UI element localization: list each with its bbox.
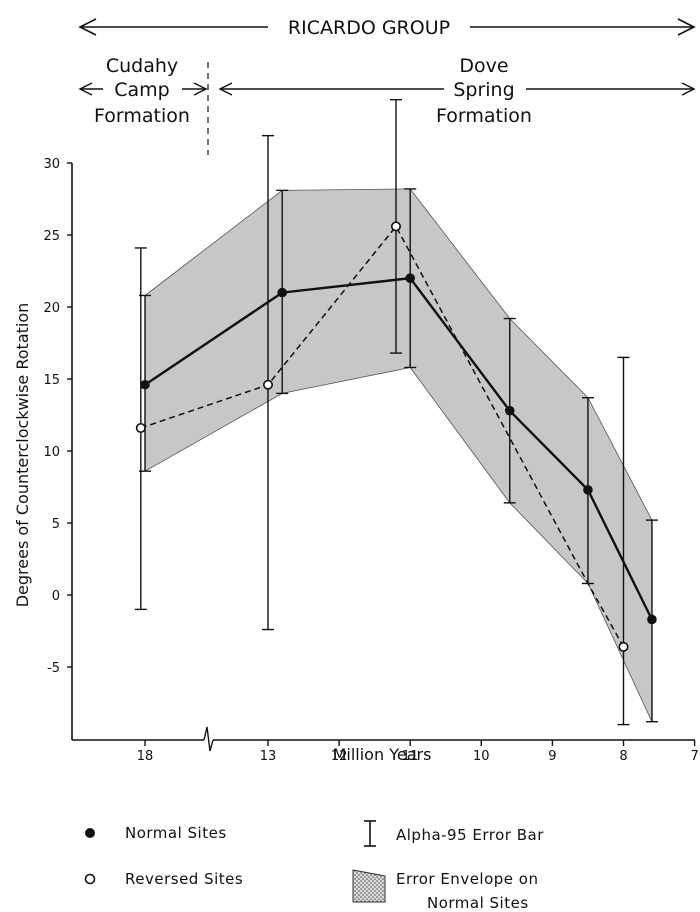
x-tick-label: 10 [473, 749, 490, 764]
legend-reversed-marker [84, 873, 96, 885]
x-axis-label: Million Years [333, 745, 432, 764]
normal-site-point [277, 287, 288, 298]
reversed-site-point [618, 641, 629, 652]
normal-site-point [583, 485, 593, 495]
y-tick-label: 5 [52, 517, 60, 532]
legend-errorbar-label: Alpha-95 Error Bar [396, 826, 544, 844]
ricardo-group-header: RICARDO GROUP [78, 17, 696, 39]
legend-envelope-label-line-2: Normal Sites [427, 894, 529, 912]
y-axis-label: Degrees of Counterclockwise Rotation [13, 303, 32, 608]
legend-envelope-swatch [352, 869, 386, 903]
formation-left: Cudahy Camp Formation [78, 55, 208, 127]
y-tick-label: 10 [43, 445, 60, 460]
x-tick-label: 7 [690, 749, 698, 764]
legend-normal-label: Normal Sites [125, 824, 227, 842]
x-tick-label: 12 [331, 749, 348, 764]
reversed-site-point [390, 221, 401, 232]
formation-right: Dove Spring Formation [218, 55, 696, 127]
formation-left-line-2: Camp [114, 79, 169, 101]
legend-normal-marker [85, 828, 95, 838]
error-bar [617, 356, 630, 726]
markers [135, 221, 657, 652]
formation-right-line-2: Spring [453, 79, 514, 101]
group-label: RICARDO GROUP [288, 17, 450, 39]
formation-right-line-3: Formation [436, 105, 532, 127]
x-tick-label: 8 [619, 749, 627, 764]
axes: 30 25 20 15 10 5 0 -5 18 13 12 11 10 9 8 7 [43, 157, 698, 764]
x-axis-break [203, 726, 214, 752]
legend-reversed-label: Reversed Sites [125, 870, 243, 888]
legend-envelope-label-line-1: Error Envelope on [396, 870, 538, 888]
y-tick-label: -5 [47, 661, 60, 676]
x-tick-label: 18 [137, 749, 154, 764]
legend-errorbar-symbol [364, 820, 376, 847]
formation-left-line-1: Cudahy [106, 55, 178, 77]
legend: Normal Sites Reversed Sites Alpha-95 Err… [84, 820, 544, 912]
y-tick-label: 15 [43, 373, 60, 388]
formation-right-line-1: Dove [459, 55, 508, 77]
y-tick-label: 0 [52, 589, 60, 604]
x-tick-label: 11 [402, 749, 419, 764]
x-tick-label: 9 [548, 749, 556, 764]
normal-site-point [647, 614, 657, 625]
formation-left-line-3: Formation [94, 105, 190, 127]
y-tick-label: 30 [43, 157, 60, 172]
normal-site-point [504, 405, 515, 416]
y-tick-label: 25 [43, 229, 60, 244]
normal-site-point [140, 379, 150, 390]
y-tick-label: 20 [43, 301, 60, 316]
reversed-site-point [262, 379, 273, 390]
reversed-site-point [135, 422, 146, 433]
x-tick-label: 13 [260, 749, 277, 764]
error-envelope [144, 188, 653, 722]
normal-site-point [405, 273, 416, 284]
